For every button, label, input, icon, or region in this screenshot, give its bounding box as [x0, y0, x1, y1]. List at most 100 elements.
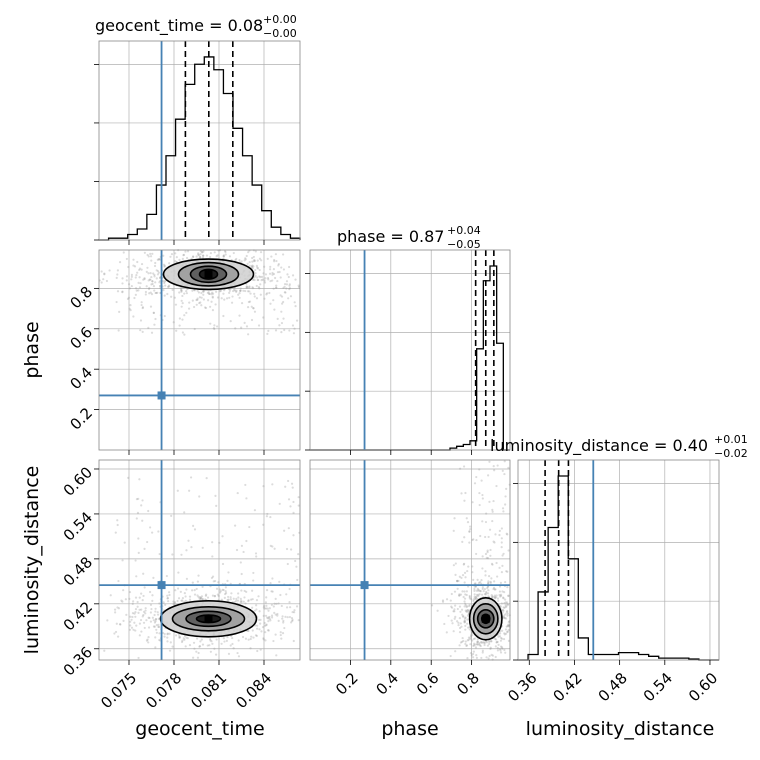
scatter-point — [178, 635, 181, 638]
scatter-point — [266, 292, 269, 295]
scatter-point — [229, 598, 232, 601]
scatter-point — [500, 546, 503, 549]
scatter-point — [279, 294, 282, 297]
scatter-point — [175, 255, 178, 259]
scatter-point — [447, 614, 450, 618]
scatter-point — [147, 509, 150, 513]
scatter-point — [267, 329, 270, 333]
scatter-point — [458, 630, 462, 634]
scatter-point — [485, 590, 488, 594]
scatter-point — [227, 598, 230, 601]
scatter-point — [466, 622, 469, 625]
scatter-point — [255, 608, 258, 611]
scatter-point — [483, 588, 487, 591]
scatter-point — [505, 570, 508, 573]
scatter-point — [505, 601, 509, 604]
xtick-label-geocent_time-1: 0.078 — [142, 669, 185, 712]
scatter-point — [246, 286, 249, 289]
scatter-point — [151, 594, 154, 597]
ytick-label-luminosity_distance-0: 0.36 — [60, 643, 96, 679]
scatter-point — [475, 593, 479, 596]
scatter-point — [213, 595, 216, 598]
scatter-point — [485, 592, 488, 595]
scatter-point — [201, 598, 204, 601]
scatter-point — [185, 636, 188, 639]
scatter-point — [155, 269, 158, 272]
scatter-point — [136, 271, 139, 274]
scatter-point — [170, 253, 174, 256]
scatter-point — [276, 317, 279, 320]
scatter-point — [142, 278, 145, 281]
scatter-point — [157, 625, 160, 628]
scatter-point — [115, 300, 118, 304]
scatter-point — [489, 554, 492, 557]
scatter-point — [285, 283, 289, 286]
scatter-point — [485, 512, 488, 515]
contour-line-2 — [171, 606, 246, 632]
scatter-point — [273, 547, 276, 550]
scatter-point — [492, 499, 495, 503]
scatter-point — [214, 303, 217, 306]
scatter-point — [245, 286, 248, 290]
scatter-point — [471, 639, 474, 642]
scatter-point — [275, 286, 278, 289]
scatter-point — [137, 537, 140, 540]
scatter-point — [143, 626, 146, 630]
scatter-point — [199, 598, 202, 601]
scatter-point — [463, 617, 467, 620]
scatter-point — [147, 626, 151, 629]
scatter-point — [286, 273, 289, 276]
scatter-point — [494, 655, 497, 659]
scatter-point — [230, 301, 234, 304]
scatter-point — [507, 594, 510, 598]
scatter-point — [163, 635, 166, 638]
scatter-point — [143, 277, 146, 280]
scatter-point — [490, 562, 494, 565]
scatter-point — [272, 287, 275, 290]
scatter-point — [283, 328, 286, 332]
scatter-point — [232, 597, 235, 600]
scatter-point — [138, 268, 141, 272]
scatter-point — [286, 562, 289, 566]
scatter-point — [280, 637, 283, 640]
scatter-point — [145, 639, 149, 642]
scatter-point — [504, 503, 507, 506]
scatter-point — [220, 642, 223, 645]
scatter-point — [476, 578, 479, 581]
scatter-point — [478, 593, 481, 596]
scatter-point — [192, 305, 196, 309]
scatter-point — [152, 285, 156, 288]
scatter-point — [193, 589, 196, 592]
scatter-point — [502, 616, 505, 619]
scatter-point — [455, 579, 459, 583]
scatter-point — [171, 553, 174, 556]
scatter-point — [235, 257, 238, 261]
scatter-point — [493, 595, 496, 599]
scatter-point — [491, 595, 494, 598]
scatter-point — [483, 641, 486, 644]
scatter-point — [163, 265, 166, 268]
scatter-point — [276, 279, 279, 283]
scatter-point — [254, 634, 258, 637]
scatter-point — [166, 292, 169, 296]
scatter-point — [232, 289, 235, 293]
scatter-point — [473, 597, 476, 600]
scatter-point — [263, 279, 266, 282]
scatter-point — [191, 581, 194, 584]
scatter-point — [468, 609, 471, 612]
scatter-point — [222, 292, 225, 295]
scatter-point — [504, 603, 507, 607]
scatter-point — [180, 288, 183, 291]
scatter-point — [494, 588, 497, 591]
scatter-point — [211, 295, 214, 298]
scatter-point — [479, 534, 482, 538]
scatter-point — [215, 290, 218, 293]
scatter-point — [135, 624, 138, 627]
scatter-point — [275, 602, 278, 605]
scatter-point — [192, 255, 195, 258]
title-luminosity_distance-median: 0.40 — [672, 436, 708, 455]
scatter-point — [476, 638, 479, 641]
scatter-point — [492, 540, 495, 543]
scatter-point — [469, 652, 473, 655]
scatter-point — [143, 277, 146, 281]
